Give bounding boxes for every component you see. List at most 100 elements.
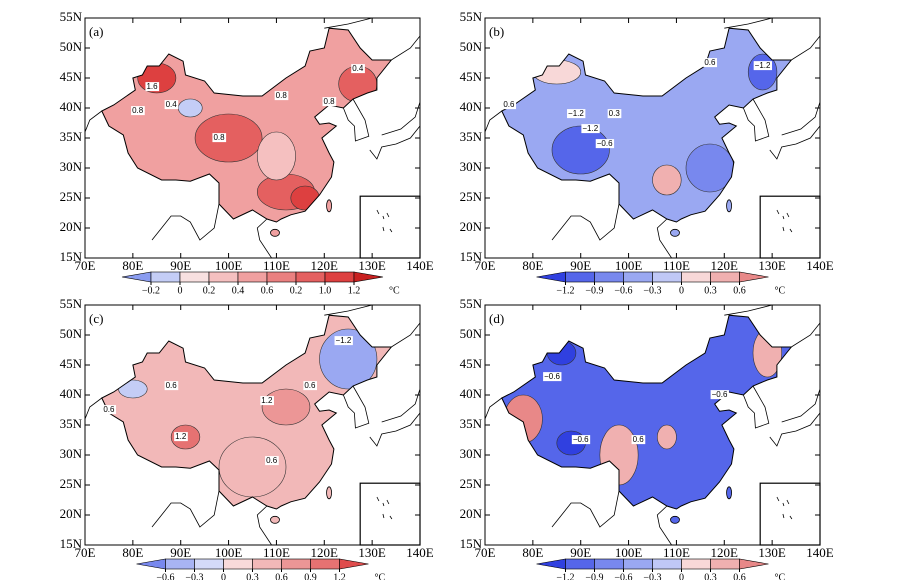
coastline — [381, 388, 420, 423]
shade-region — [503, 394, 543, 444]
lon-tick-label: 90E — [570, 545, 591, 560]
lat-tick-label: 25N — [460, 189, 483, 204]
map-panel: 1.6 0.8 0.4 0.8 0.8 0.4 0.8 (a) 70E 80E 90E 100E 110… — [60, 9, 434, 296]
colorbar-box — [208, 271, 239, 283]
lon-tick-label: 140E — [406, 545, 434, 560]
shade-region — [261, 388, 311, 426]
lat-tick-label: 20N — [460, 506, 483, 521]
coastlines — [485, 18, 820, 258]
lat-tick-label: 25N — [460, 476, 483, 491]
coastline — [485, 397, 503, 420]
contour-label: 1.2 — [175, 432, 187, 441]
hainan — [670, 228, 680, 237]
inset-islands — [376, 209, 393, 233]
coastline — [369, 412, 420, 447]
coastline — [343, 385, 370, 429]
lat-tick-label: 50N — [460, 39, 483, 54]
colorbar-label: −0.3 — [185, 572, 203, 580]
lat-tick-label: 40N — [60, 386, 83, 401]
colorbar-label: 0.3 — [704, 285, 717, 296]
china-border — [101, 314, 393, 510]
colorbar-box — [165, 558, 195, 570]
contour-label: 0.8 — [276, 91, 288, 100]
coastline — [369, 125, 420, 160]
colorbar-label: 0.3 — [704, 572, 717, 580]
contour-label: −1.2 — [582, 124, 598, 133]
china-border — [101, 27, 393, 223]
coastline — [256, 505, 272, 545]
colorbar-label: 0 — [178, 285, 183, 296]
colorbar-label: 0 — [679, 285, 684, 296]
lon-tick-label: 80E — [122, 545, 143, 560]
colorbar-box — [710, 271, 740, 283]
lat-tick-label: 40N — [60, 99, 83, 114]
colorbar-label: −0.9 — [585, 572, 603, 580]
contour-label-bg — [145, 82, 160, 92]
lat-tick-label: 30N — [460, 446, 483, 461]
inset-box — [759, 195, 821, 259]
contour-label: 0.6 — [266, 456, 278, 465]
colorbar-label: −0.6 — [614, 572, 632, 580]
contour-label-bg — [543, 372, 562, 382]
inset-box — [359, 195, 421, 259]
coastline — [485, 110, 503, 133]
colorbar-label: 0.3 — [246, 572, 259, 580]
contour-label: 0.4 — [352, 64, 364, 73]
lon-tick-label: 70E — [75, 545, 96, 560]
contour-label: −0.6 — [712, 390, 728, 399]
colorbar-end — [536, 271, 566, 283]
lat-tick-label: 45N — [60, 69, 83, 84]
lat-tick-label: 25N — [60, 189, 83, 204]
contour-label: −0.6 — [597, 139, 613, 148]
contour-label-bg — [274, 91, 289, 101]
colorbar-label: −0.6 — [156, 572, 174, 580]
contour-label-bg — [334, 336, 353, 346]
coastlines — [485, 305, 820, 545]
shade-region — [256, 131, 296, 181]
lat-tick-label: 50N — [460, 326, 483, 341]
lon-tick-label: 130E — [358, 545, 386, 560]
hainan — [670, 515, 680, 524]
contour-label: 1.2 — [261, 396, 273, 405]
shade-region — [652, 164, 682, 196]
colorbar-label: −0.9 — [585, 285, 603, 296]
contour-label-bg — [164, 381, 179, 391]
lat-tick-label: 45N — [460, 356, 483, 371]
lon-tick-label: 110E — [263, 545, 290, 560]
colorbar-label: 0.4 — [232, 285, 245, 296]
colorbar-label: −0.6 — [614, 285, 632, 296]
lon-tick-label: 90E — [570, 258, 591, 273]
taiwan — [726, 199, 732, 213]
taiwan — [326, 486, 332, 500]
coastline — [324, 305, 373, 316]
colorbar-label: 0.2 — [203, 285, 216, 296]
lat-tick-label: 15N — [460, 536, 483, 551]
contour-label-bg — [607, 109, 622, 119]
coastline — [85, 397, 103, 420]
inset-islands — [376, 496, 393, 520]
contour-label-bg — [265, 456, 279, 466]
contour-label: 0.8 — [132, 106, 144, 115]
inset-box — [359, 482, 421, 546]
contour-label-bg — [174, 432, 188, 442]
contour-label-bg — [322, 97, 337, 107]
colorbar-end — [136, 558, 166, 570]
lon-tick-label: 80E — [522, 545, 543, 560]
colorbar-label: 0.2 — [290, 285, 303, 296]
contour-label: 0.3 — [609, 109, 621, 118]
lat-tick-label: 40N — [460, 386, 483, 401]
contour-label-bg — [567, 109, 586, 119]
coastlines — [85, 18, 420, 258]
china-fill — [501, 315, 792, 509]
coastline — [791, 322, 820, 348]
lat-tick-label: 50N — [60, 39, 83, 54]
lat-tick-label: 15N — [460, 249, 483, 264]
colorbar-box — [565, 271, 595, 283]
lon-tick-label: 80E — [522, 258, 543, 273]
coastline — [551, 490, 620, 528]
shade-region — [178, 98, 203, 118]
colorbar-label: −0.3 — [643, 572, 661, 580]
shade-region — [218, 436, 287, 498]
hainan — [270, 228, 280, 237]
